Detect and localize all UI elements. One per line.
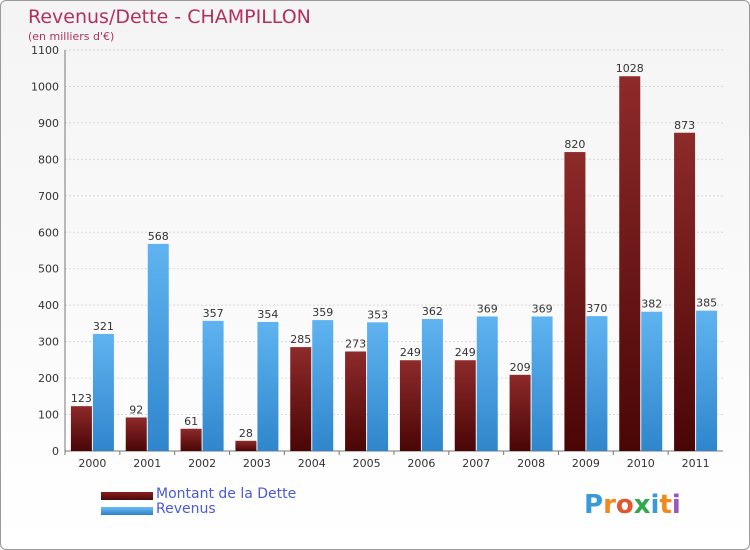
legend-swatch-dette <box>101 492 153 500</box>
bar-dette-2002 <box>180 428 202 451</box>
bar-revenus-2006 <box>421 319 443 451</box>
value-label-revenus-2009: 370 <box>586 302 607 315</box>
bar-dette-2003 <box>235 440 257 451</box>
bar-revenus-2007 <box>476 316 498 451</box>
y-tick-label-800: 800 <box>38 153 59 166</box>
value-label-dette-2009: 820 <box>564 138 585 151</box>
bar-dette-2006 <box>399 360 421 451</box>
x-tick-label-2009: 2009 <box>572 457 600 470</box>
value-label-dette-2005: 273 <box>345 337 366 350</box>
bar-revenus-2002 <box>202 320 224 451</box>
value-label-dette-2001: 92 <box>129 403 143 416</box>
x-tick-label-2004: 2004 <box>298 457 326 470</box>
x-tick-label-2006: 2006 <box>407 457 435 470</box>
bar-revenus-2004 <box>312 320 334 451</box>
value-label-revenus-2000: 321 <box>93 320 114 333</box>
bar-revenus-2003 <box>257 321 279 451</box>
y-tick-label-500: 500 <box>38 263 59 276</box>
y-tick-label-400: 400 <box>38 299 59 312</box>
value-label-dette-2006: 249 <box>400 346 421 359</box>
value-label-dette-2007: 249 <box>455 346 476 359</box>
bar-revenus-2011 <box>696 310 718 451</box>
proxiti-logo: Proxiti <box>584 490 681 520</box>
y-tick-label-200: 200 <box>38 372 59 385</box>
y-tick-label-900: 900 <box>38 117 59 130</box>
x-tick-label-2008: 2008 <box>517 457 545 470</box>
x-tick-label-2005: 2005 <box>353 457 381 470</box>
bar-revenus-2010 <box>641 311 663 451</box>
x-tick-label-2011: 2011 <box>682 457 710 470</box>
bar-revenus-2005 <box>367 322 389 451</box>
x-tick-label-2002: 2002 <box>188 457 216 470</box>
bar-dette-2004 <box>290 347 312 451</box>
bar-revenus-2001 <box>147 243 169 451</box>
value-label-revenus-2004: 359 <box>312 306 333 319</box>
y-tick-label-300: 300 <box>38 336 59 349</box>
value-label-revenus-2006: 362 <box>422 305 443 318</box>
value-label-dette-2004: 285 <box>290 333 311 346</box>
value-label-revenus-2001: 568 <box>148 230 169 243</box>
bar-dette-2001 <box>125 417 147 451</box>
chart-subtitle: (en milliers d'€) <box>28 30 115 43</box>
bar-revenus-2009 <box>586 316 608 451</box>
y-tick-label-700: 700 <box>38 190 59 203</box>
y-tick-label-1000: 1000 <box>31 80 59 93</box>
legend-label-revenus: Revenus <box>156 501 216 517</box>
legend-swatch-revenus <box>101 507 153 515</box>
value-label-revenus-2007: 369 <box>477 302 498 315</box>
bar-revenus-2000 <box>92 333 114 451</box>
y-tick-label-1100: 1100 <box>31 44 59 57</box>
value-label-revenus-2003: 354 <box>257 308 278 321</box>
value-label-dette-2010: 1028 <box>616 62 644 75</box>
y-tick-label-600: 600 <box>38 226 59 239</box>
y-tick-label-100: 100 <box>38 409 59 422</box>
bar-dette-2011 <box>674 132 696 451</box>
bar-dette-2000 <box>70 406 92 451</box>
bar-dette-2007 <box>454 360 476 451</box>
value-label-revenus-2008: 369 <box>532 302 553 315</box>
bar-dette-2009 <box>564 152 586 451</box>
legend-label-dette: Montant de la Dette <box>156 486 297 502</box>
value-label-dette-2002: 61 <box>184 415 198 428</box>
x-tick-label-2003: 2003 <box>243 457 271 470</box>
value-label-revenus-2005: 353 <box>367 308 388 321</box>
value-label-dette-2003: 28 <box>239 427 253 440</box>
x-tick-label-2007: 2007 <box>462 457 490 470</box>
value-label-dette-2000: 123 <box>71 392 92 405</box>
y-tick-label-0: 0 <box>52 445 59 458</box>
bar-dette-2005 <box>345 351 367 451</box>
x-tick-label-2001: 2001 <box>133 457 161 470</box>
value-label-revenus-2010: 382 <box>641 298 662 311</box>
bar-dette-2010 <box>619 76 641 451</box>
value-label-revenus-2011: 385 <box>696 297 717 310</box>
value-label-dette-2011: 873 <box>674 119 695 132</box>
bar-dette-2008 <box>509 374 531 451</box>
value-label-revenus-2002: 357 <box>203 307 224 320</box>
chart-title: Revenus/Dette - CHAMPILLON <box>28 6 311 28</box>
value-label-dette-2008: 209 <box>510 361 531 374</box>
x-tick-label-2000: 2000 <box>78 457 106 470</box>
x-tick-label-2010: 2010 <box>627 457 655 470</box>
bar-revenus-2008 <box>531 316 553 451</box>
